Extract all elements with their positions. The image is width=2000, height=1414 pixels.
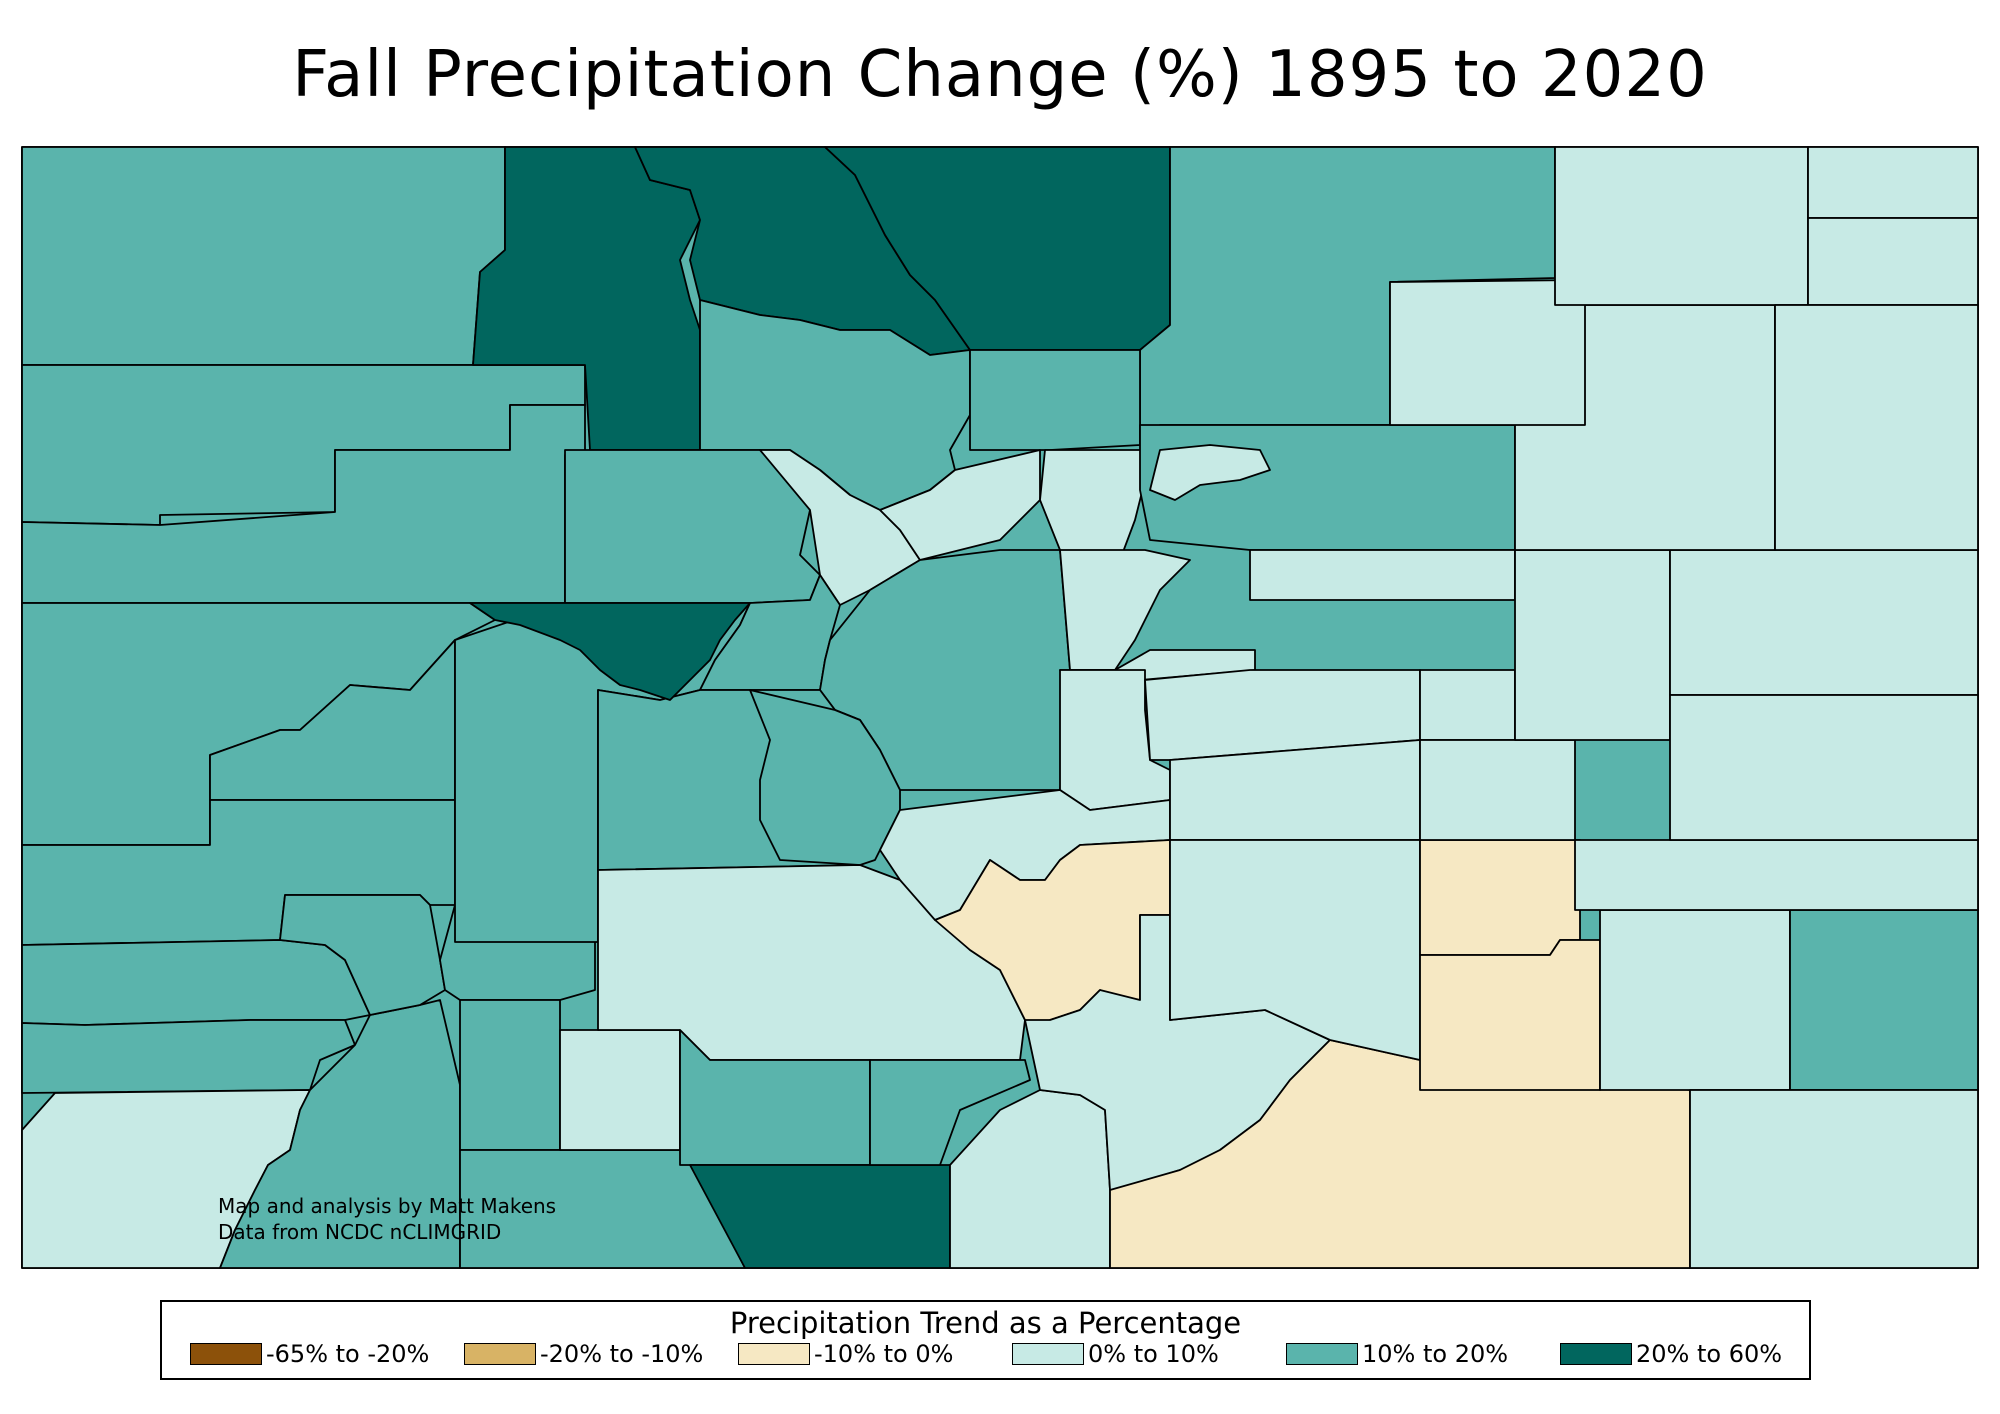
- county-kit-carson: [1669, 549, 1979, 696]
- legend-title: Precipitation Trend as a Percentage: [729, 1306, 1242, 1340]
- county-moffat: [21, 146, 506, 366]
- county-bent: [1599, 909, 1791, 1091]
- map-credits: Map and analysis by Matt Makens Data fro…: [218, 1193, 556, 1245]
- legend-item: 20% to 60%: [1560, 1340, 1834, 1368]
- county-sedgwick: [1807, 146, 1979, 219]
- county-dolores: [21, 1019, 356, 1094]
- county-yuma: [1774, 304, 1979, 551]
- county-crowley: [1419, 839, 1581, 956]
- county-mineral: [559, 1029, 681, 1151]
- county-logan: [1554, 146, 1809, 306]
- county-mesa-dark: [469, 602, 751, 701]
- credit-data-source: Data from NCDC nCLIMGRID: [218, 1220, 502, 1244]
- legend-item: -20% to -10%: [464, 1340, 738, 1368]
- county-boulder: [969, 349, 1141, 451]
- legend-label: -20% to -10%: [540, 1340, 704, 1368]
- county-cheyenne: [1669, 694, 1979, 841]
- map-legend: Precipitation Trend as a Percentage -65%…: [160, 1300, 1811, 1380]
- legend-label: -65% to -20%: [266, 1340, 430, 1368]
- legend-swatch: [1012, 1343, 1084, 1365]
- legend-swatch: [190, 1343, 262, 1365]
- county-arapahoe-a: [1249, 549, 1516, 601]
- county-san-miguel: [21, 939, 371, 1026]
- legend-swatch: [738, 1343, 810, 1365]
- legend-swatch: [464, 1343, 536, 1365]
- county-ouray: [279, 894, 446, 1016]
- county-hinsdale: [459, 999, 561, 1151]
- county-baca: [1689, 1089, 1979, 1269]
- legend-label: 20% to 60%: [1636, 1340, 1783, 1368]
- legend-label: 10% to 20%: [1362, 1340, 1509, 1368]
- county-chaffee: [749, 689, 901, 866]
- legend-swatch: [1560, 1343, 1632, 1365]
- county-arapahoe: [1514, 549, 1671, 741]
- county-phillips: [1807, 217, 1979, 306]
- legend-swatch: [1286, 1343, 1358, 1365]
- county-denver-area: [1149, 444, 1271, 501]
- county-lincoln-b: [1419, 739, 1576, 841]
- legend-item: -10% to 0%: [738, 1340, 1012, 1368]
- county-lincoln: [1419, 669, 1516, 741]
- credit-author: Map and analysis by Matt Makens: [218, 1194, 557, 1218]
- legend-item: 10% to 20%: [1286, 1340, 1560, 1368]
- county-morgan: [1389, 279, 1586, 426]
- legend-item: -65% to -20%: [190, 1340, 464, 1368]
- legend-label: 0% to 10%: [1088, 1340, 1219, 1368]
- county-prowers: [1789, 909, 1979, 1091]
- county-kiowa: [1574, 839, 1979, 911]
- legend-label: -10% to 0%: [814, 1340, 954, 1368]
- legend-item: 0% to 10%: [1012, 1340, 1286, 1368]
- county-otero: [1419, 939, 1601, 1091]
- legend-items: -65% to -20% -20% to -10% -10% to 0% 0% …: [190, 1340, 1834, 1368]
- county-alamosa: [869, 1059, 1031, 1166]
- map-title: Fall Precipitation Change (%) 1895 to 20…: [292, 38, 1708, 112]
